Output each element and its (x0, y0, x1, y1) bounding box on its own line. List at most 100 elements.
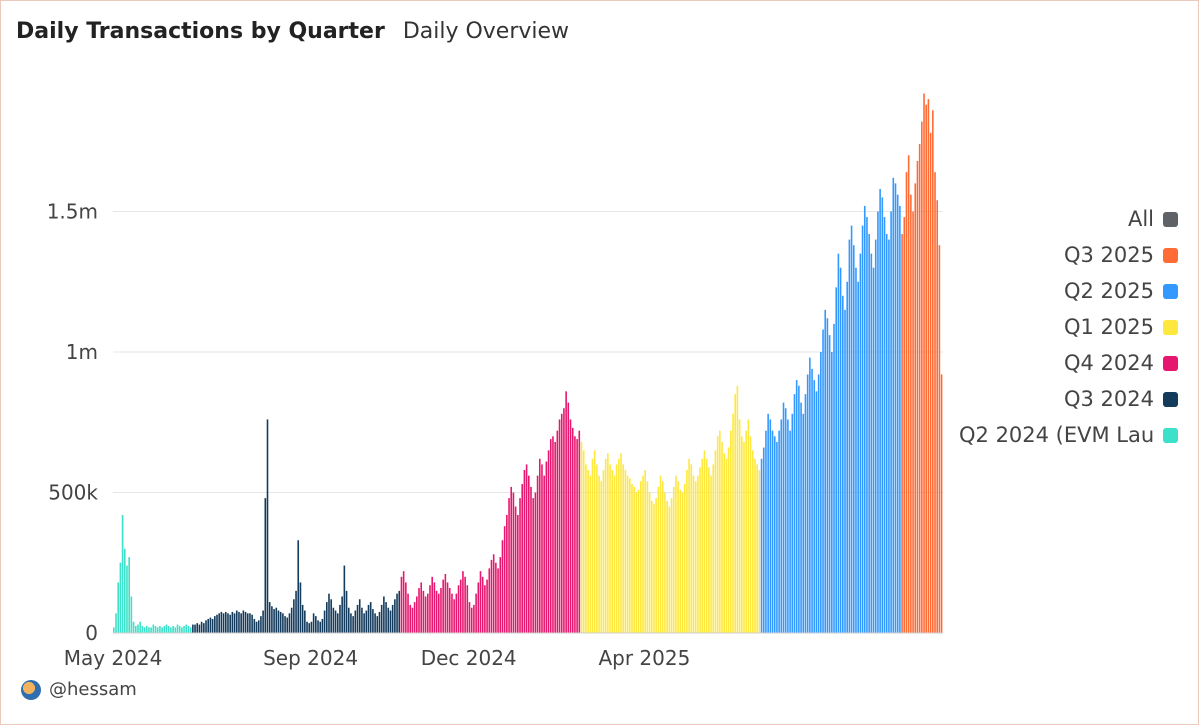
bar (578, 430, 581, 633)
bar (841, 295, 844, 633)
bar (747, 419, 750, 633)
bar (809, 357, 811, 633)
bar (185, 624, 188, 633)
bar (613, 475, 616, 633)
chart-header: Daily Transactions by Quarter Daily Over… (16, 19, 569, 49)
bar (624, 470, 627, 633)
bar (688, 458, 690, 633)
bar (835, 287, 838, 633)
bar (721, 441, 723, 633)
legend-label: Q4 2024 (1063, 351, 1154, 375)
bar (385, 602, 387, 633)
legend-item[interactable]: Q4 2024 (938, 345, 1178, 381)
chart-title: Daily Transactions by Quarter (16, 19, 385, 44)
bar (431, 576, 433, 633)
author-handle: @hessam (49, 679, 137, 700)
bar (543, 475, 545, 633)
bar (464, 576, 466, 633)
bar (137, 624, 139, 633)
bar (795, 380, 798, 633)
bar (323, 610, 326, 633)
bar (455, 593, 458, 633)
bar (857, 281, 859, 633)
bar (332, 607, 335, 633)
bar (932, 110, 934, 634)
bar (813, 380, 816, 633)
bar (273, 609, 275, 633)
legend-swatch (1163, 427, 1178, 443)
bar (257, 620, 260, 633)
bar (866, 217, 868, 633)
bar (740, 436, 743, 633)
legend-item[interactable]: All (938, 201, 1178, 237)
bar (361, 607, 363, 633)
x-tick-label: May 2024 (64, 646, 163, 670)
bar (506, 514, 508, 633)
bar (367, 604, 370, 633)
bar (877, 211, 879, 633)
bar (778, 430, 780, 633)
bar (890, 211, 892, 633)
bar (767, 413, 769, 633)
bar (345, 590, 348, 633)
bar (523, 470, 526, 633)
bar (473, 604, 475, 633)
bar (418, 588, 420, 633)
bar (279, 611, 282, 633)
bar (484, 585, 486, 633)
bar (130, 596, 133, 633)
bar (806, 374, 809, 633)
bar (495, 562, 497, 633)
bar (916, 160, 919, 634)
bar (409, 604, 412, 633)
bar (183, 625, 185, 633)
bar (804, 394, 807, 633)
bar (885, 233, 888, 634)
bar (822, 329, 824, 633)
bar (642, 475, 644, 633)
bar (271, 606, 273, 633)
bar (725, 458, 728, 633)
bar (769, 419, 772, 633)
bar (723, 453, 726, 633)
bar (593, 450, 596, 633)
bar (602, 470, 605, 633)
legend-item[interactable]: Q2 2024 (EVM Launch) (938, 417, 1178, 453)
bar (277, 610, 280, 633)
legend-label: Q2 2025 (1063, 279, 1154, 303)
bar (214, 616, 216, 633)
legend-item[interactable]: Q1 2025 (938, 309, 1178, 345)
bar (615, 464, 618, 633)
bar (229, 614, 231, 633)
bar (883, 217, 886, 633)
bar (396, 593, 398, 633)
bar (534, 492, 537, 633)
author-footer: @hessam (21, 679, 137, 700)
bar (776, 441, 778, 633)
bar (207, 618, 210, 633)
bar (249, 613, 251, 633)
bar (683, 484, 686, 633)
bar (446, 582, 449, 633)
bar (433, 582, 436, 633)
bar (525, 464, 528, 633)
bar (910, 194, 912, 633)
legend-item[interactable]: Q3 2024 (938, 381, 1178, 417)
bar (429, 585, 431, 633)
bar (205, 620, 207, 633)
bar (139, 621, 141, 633)
legend-item[interactable]: Q2 2025 (938, 273, 1178, 309)
bar (222, 613, 225, 633)
bar (306, 621, 308, 633)
bar (528, 475, 530, 633)
bar (784, 408, 787, 633)
bar (824, 309, 827, 633)
bar (339, 604, 341, 633)
legend-item[interactable]: Q3 2025 (938, 237, 1178, 273)
bar (745, 430, 747, 633)
bar (655, 498, 657, 633)
bar (675, 475, 677, 633)
legend-swatch (1163, 211, 1178, 227)
bar (266, 419, 269, 633)
bar (363, 613, 365, 633)
